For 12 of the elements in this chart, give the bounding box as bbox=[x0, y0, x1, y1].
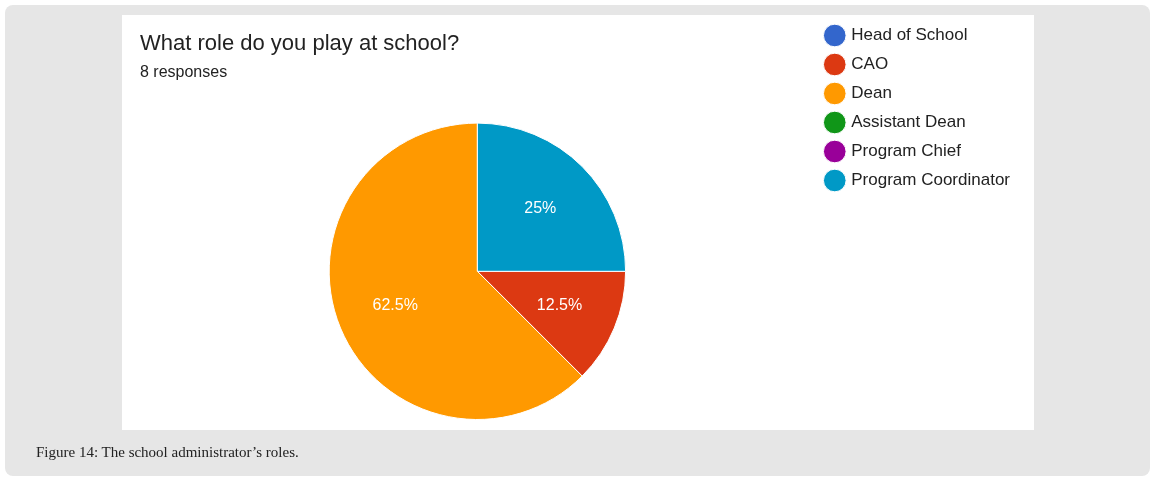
legend-label: Assistant Dean bbox=[851, 112, 966, 132]
data-label: 62.5% bbox=[372, 295, 418, 313]
legend-label: Head of School bbox=[851, 25, 968, 45]
legend-label: Program Coordinator bbox=[851, 170, 1011, 190]
legend-label: Program Chief bbox=[851, 141, 962, 161]
legend-label: Dean bbox=[851, 83, 892, 103]
text: 8 responses bbox=[140, 63, 228, 81]
chart-title: What role do you play at school? bbox=[140, 30, 460, 56]
caption: Figure 14: The school administrator’s roles. bbox=[36, 444, 299, 461]
data-label: 25% bbox=[524, 198, 557, 216]
data-label: 12.5% bbox=[536, 295, 583, 313]
legend-label: CAO bbox=[851, 54, 889, 74]
